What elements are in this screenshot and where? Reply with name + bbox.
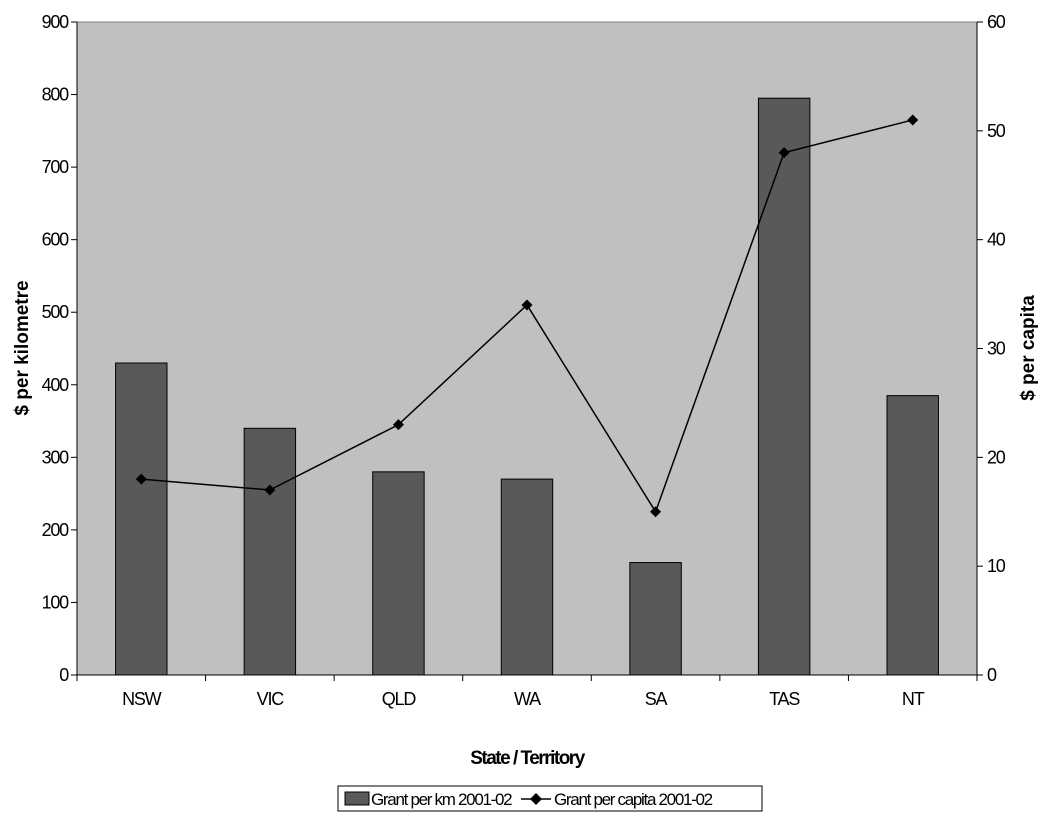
legend: Grant per km 2001-02 Grant per capita 20…	[337, 785, 763, 812]
x-axis-title: State / Territory	[470, 748, 585, 769]
x-tick-label: TAS	[769, 689, 800, 709]
bar-sa	[629, 562, 682, 676]
legend-label-bar: Grant per km 2001-02	[371, 790, 512, 809]
bar-qld	[372, 471, 425, 676]
y-tick-label: 300	[42, 447, 70, 467]
x-tick-label: NT	[902, 689, 925, 709]
y2-tick-label: 30	[987, 339, 1006, 359]
x-tick-label: NSW	[122, 689, 162, 709]
y2-tick-label: 60	[987, 12, 1006, 32]
bar-tas	[757, 97, 811, 676]
point-sa	[650, 506, 662, 518]
y-tick-label: 800	[42, 85, 70, 105]
y-tick-label: 600	[42, 230, 70, 250]
x-tick-label: WA	[514, 689, 541, 709]
y2-tick-label: 0	[987, 665, 997, 685]
point-nt	[907, 114, 919, 126]
y-tick-label: 100	[42, 592, 70, 612]
point-qld	[392, 419, 404, 431]
line-series-group	[135, 114, 919, 518]
y2-tick-label: 40	[987, 230, 1006, 250]
point-wa	[521, 299, 533, 311]
y-tick-label: 0	[59, 665, 69, 685]
legend-swatch-diamond	[530, 793, 542, 805]
y-tick-label: 700	[42, 157, 70, 177]
y2-tick-label: 10	[987, 556, 1006, 576]
bar-wa	[500, 478, 554, 676]
x-tick-label: VIC	[257, 689, 285, 709]
legend-swatch-bar	[344, 791, 370, 806]
x-tick-label: QLD	[382, 689, 417, 709]
legend-label-line: Grant per capita 2001-02	[554, 790, 713, 809]
bar-vic	[243, 427, 297, 676]
y2-axis-title: $ per capita	[1018, 295, 1039, 401]
point-nsw	[135, 473, 147, 485]
x-tick-label: SA	[645, 689, 668, 709]
y2-tick-label: 20	[987, 447, 1006, 467]
y-tick-label: 400	[42, 375, 70, 395]
bar-nt	[886, 395, 939, 676]
y2-tick-label: 50	[987, 121, 1006, 141]
axes-group: 0 100 200 300 400 500 600 700 800 900 0 10 20 30 40 50 6…	[42, 12, 1007, 709]
bar-nsw	[115, 362, 168, 676]
y-tick-label: 200	[42, 520, 70, 540]
point-tas	[778, 147, 790, 159]
y-tick-label: 500	[42, 302, 70, 322]
y-tick-label: 900	[42, 12, 70, 32]
bars-group	[115, 97, 939, 676]
point-vic	[264, 484, 276, 496]
y-axis-title: $ per kilometre	[12, 280, 33, 415]
